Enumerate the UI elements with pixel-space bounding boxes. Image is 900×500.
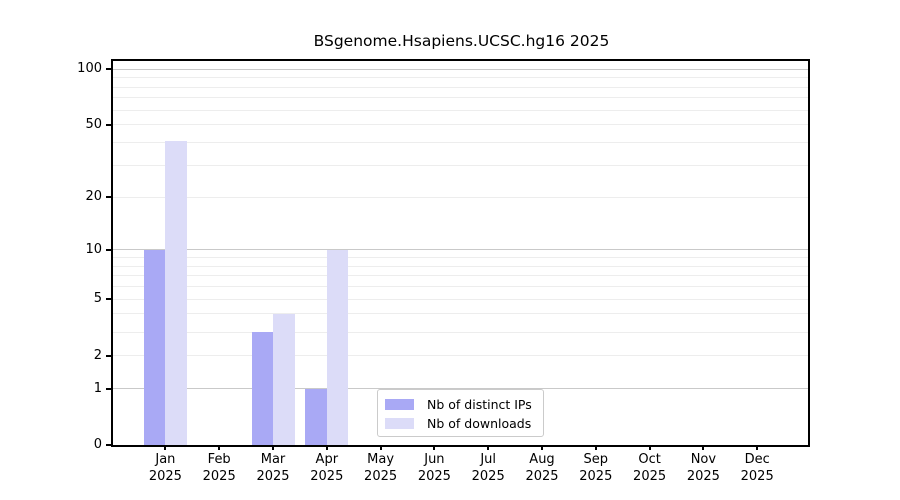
y-tick-label: 100 bbox=[77, 61, 102, 77]
major-gridline bbox=[113, 249, 810, 251]
minor-gridline bbox=[113, 196, 810, 198]
y-axis-tick bbox=[106, 123, 111, 126]
major-gridline bbox=[113, 68, 810, 70]
downloads-swatch-icon bbox=[385, 418, 414, 429]
y-tick-label: 10 bbox=[85, 241, 102, 257]
legend-item-downloads: Nb of downloads bbox=[378, 414, 543, 433]
legend-label-distinct-ips: Nb of distinct IPs bbox=[427, 397, 532, 412]
bar-mar-distinct-ips bbox=[251, 332, 273, 445]
minor-gridline bbox=[113, 331, 810, 333]
x-axis-tick bbox=[594, 445, 597, 450]
x-tick-label-sep: Sep 2025 bbox=[579, 452, 613, 484]
x-axis-tick bbox=[756, 445, 759, 450]
minor-gridline bbox=[113, 142, 810, 144]
minor-gridline bbox=[113, 124, 810, 126]
bar-apr-downloads bbox=[326, 249, 349, 445]
x-tick-label-nov: Nov 2025 bbox=[686, 452, 720, 484]
minor-gridline bbox=[113, 257, 810, 258]
bar-apr-distinct-ips bbox=[305, 388, 327, 445]
x-tick-label-jul: Jul 2025 bbox=[471, 452, 505, 484]
x-axis-tick bbox=[702, 445, 705, 450]
x-tick-label-may: May 2025 bbox=[364, 452, 398, 484]
bar-mar-downloads bbox=[273, 313, 295, 445]
y-tick-label: 50 bbox=[85, 116, 102, 132]
minor-gridline bbox=[113, 286, 810, 288]
x-tick-label-apr: Apr 2025 bbox=[310, 452, 344, 484]
minor-gridline bbox=[113, 275, 810, 277]
x-axis-tick bbox=[325, 445, 328, 450]
minor-gridline bbox=[113, 355, 810, 357]
x-tick-label-jun: Jun 2025 bbox=[417, 452, 451, 484]
x-tick-label-dec: Dec 2025 bbox=[740, 452, 774, 484]
x-tick-label-jan: Jan 2025 bbox=[148, 452, 182, 484]
legend-item-distinct-ips: Nb of distinct IPs bbox=[378, 395, 543, 414]
legend: Nb of distinct IPs Nb of downloads bbox=[377, 389, 544, 437]
y-axis-tick bbox=[106, 298, 111, 301]
major-gridline bbox=[113, 388, 810, 390]
bar-jan-distinct-ips bbox=[143, 249, 166, 445]
y-axis-tick bbox=[106, 444, 111, 446]
bar-jan-downloads bbox=[165, 140, 187, 445]
x-axis-tick bbox=[218, 445, 221, 450]
legend-label-downloads: Nb of downloads bbox=[427, 416, 532, 431]
x-tick-label-feb: Feb 2025 bbox=[202, 452, 236, 484]
minor-gridline bbox=[113, 109, 810, 111]
y-axis-tick bbox=[106, 248, 111, 251]
x-axis-tick bbox=[541, 445, 543, 450]
x-axis-tick bbox=[648, 445, 651, 450]
x-tick-label-oct: Oct 2025 bbox=[633, 452, 667, 484]
minor-gridline bbox=[113, 164, 810, 166]
y-axis-tick bbox=[106, 68, 111, 71]
x-axis-tick bbox=[433, 445, 436, 450]
minor-gridline bbox=[113, 265, 810, 267]
minor-gridline bbox=[113, 86, 810, 88]
x-axis-tick bbox=[379, 445, 382, 450]
x-tick-label-mar: Mar 2025 bbox=[256, 452, 290, 484]
y-tick-label: 5 bbox=[93, 291, 102, 307]
x-tick-label-aug: Aug 2025 bbox=[525, 452, 559, 484]
x-axis-tick bbox=[272, 445, 274, 450]
minor-gridline bbox=[113, 77, 810, 79]
x-axis-tick bbox=[164, 445, 167, 450]
y-axis-tick bbox=[106, 387, 111, 390]
y-axis-tick bbox=[106, 354, 111, 357]
y-axis-tick bbox=[106, 196, 111, 199]
minor-gridline bbox=[113, 97, 810, 99]
distinct-ips-swatch-icon bbox=[385, 399, 414, 410]
y-tick-label: 2 bbox=[93, 347, 102, 363]
chart-title: BSgenome.Hsapiens.UCSC.hg16 2025 bbox=[313, 32, 610, 50]
minor-gridline bbox=[113, 313, 810, 315]
y-tick-label: 0 bbox=[93, 437, 102, 452]
x-axis-tick bbox=[487, 445, 490, 450]
y-tick-label: 1 bbox=[93, 380, 102, 396]
minor-gridline bbox=[113, 298, 810, 300]
y-tick-label: 20 bbox=[85, 189, 102, 205]
